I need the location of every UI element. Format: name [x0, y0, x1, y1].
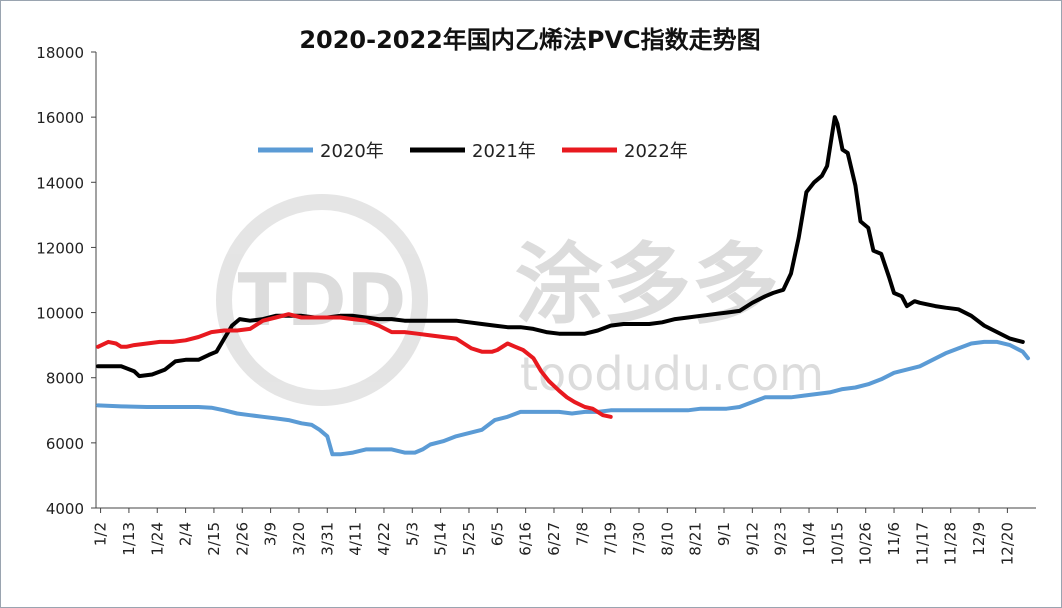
x-tick-label: 4/22 [375, 522, 393, 556]
x-tick-label: 5/25 [460, 522, 478, 556]
x-tick-label: 3/20 [290, 522, 308, 556]
x-tick-label: 10/15 [828, 522, 846, 565]
watermark-brand: TDD [238, 258, 407, 342]
x-tick-label: 4/11 [347, 522, 365, 556]
x-tick-label: 2/4 [177, 522, 195, 546]
x-tick-label: 6/27 [545, 522, 563, 556]
series-line-3 [96, 312, 613, 419]
watermark-chinese: 涂多多 [515, 233, 779, 336]
x-tick-label: 2/26 [233, 522, 251, 556]
y-tick-label: 4000 [46, 500, 84, 518]
x-tick-label: 3/9 [262, 522, 280, 546]
x-tick-label: 5/14 [432, 522, 450, 556]
y-ticks: 4000 6000 8000 10000 12000 14000 16000 18000 [36, 44, 96, 518]
x-tick-label: 1/24 [148, 522, 166, 556]
y-tick-label: 10000 [36, 305, 84, 323]
x-tick-label: 10/4 [800, 522, 818, 556]
y-tick-label: 16000 [36, 109, 84, 127]
x-ticks: 1/2 1/13 1/24 2/4 2/15 2/26 3/9 3/20 3/31 4/11 4/2… [92, 508, 1016, 565]
y-tick-label: 8000 [46, 370, 84, 388]
x-tick-label: 7/30 [630, 522, 648, 556]
x-tick-label: 7/8 [573, 522, 591, 546]
x-tick-label: 10/26 [857, 522, 875, 565]
x-tick-label: 6/5 [488, 522, 506, 546]
x-tick-label: 6/16 [517, 522, 535, 556]
x-tick-label: 7/19 [602, 522, 620, 556]
x-tick-label: 8/21 [687, 522, 705, 556]
y-tick-label: 14000 [36, 174, 84, 192]
y-tick-label: 18000 [36, 44, 84, 62]
series-line-1 [96, 339, 1030, 457]
x-tick-label: 12/20 [998, 522, 1016, 565]
legend: 2020年 2021年 2022年 [258, 141, 688, 162]
series-line-2 [96, 115, 1025, 379]
x-tick-label: 11/17 [913, 522, 931, 565]
watermark-url: toodudu.com [520, 347, 824, 401]
x-tick-label: 11/6 [885, 522, 903, 556]
legend-label: 2022年 [624, 141, 688, 162]
y-tick-label: 6000 [46, 435, 84, 453]
watermark-logo-icon [216, 194, 428, 406]
watermark: TDD 涂多多 toodudu.com [216, 194, 824, 406]
x-tick-label: 11/28 [942, 522, 960, 565]
x-tick-label: 9/12 [743, 522, 761, 556]
x-tick-label: 12/9 [970, 522, 988, 556]
chart-title: 2020-2022年国内乙烯法PVC指数走势图 [299, 26, 760, 54]
x-tick-label: 1/13 [120, 522, 138, 556]
x-tick-label: 5/3 [403, 522, 421, 546]
y-tick-label: 12000 [36, 239, 84, 257]
series-layer [96, 115, 1030, 457]
x-tick-label: 3/31 [318, 522, 336, 556]
legend-label: 2021年 [472, 141, 536, 162]
x-tick-label: 9/23 [772, 522, 790, 556]
x-tick-label: 8/10 [658, 522, 676, 556]
axes [95, 52, 1036, 509]
legend-label: 2020年 [320, 141, 384, 162]
x-tick-label: 1/2 [92, 522, 110, 546]
x-tick-label: 9/1 [715, 522, 733, 546]
x-tick-label: 2/15 [205, 522, 223, 556]
